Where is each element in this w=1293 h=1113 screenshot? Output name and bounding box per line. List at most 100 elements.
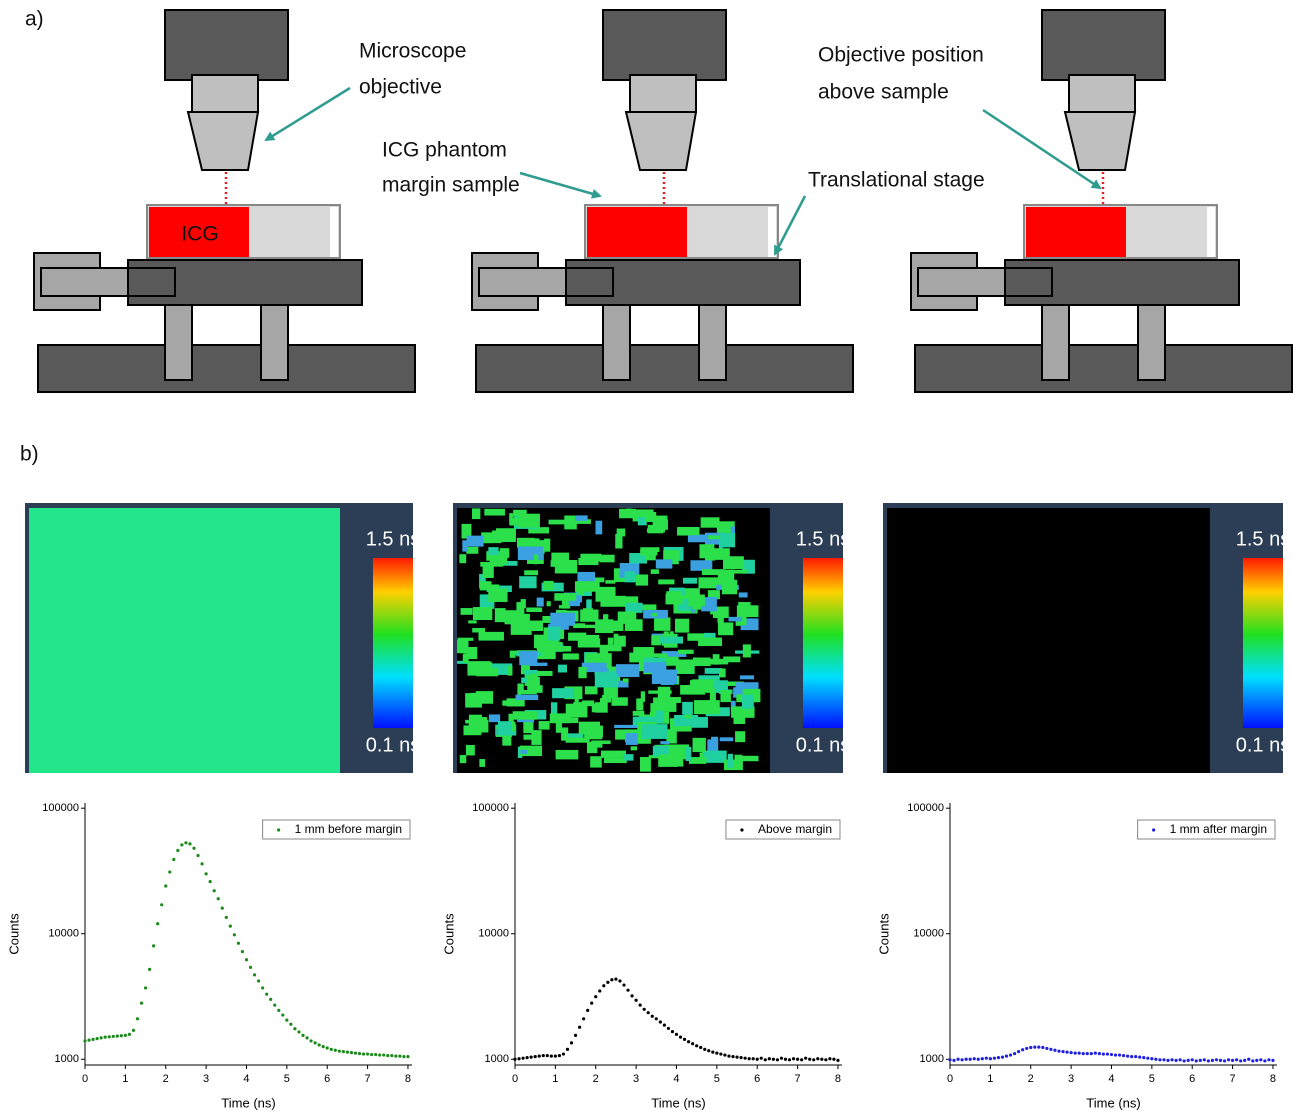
data-point <box>1057 1049 1061 1053</box>
data-point <box>630 994 634 998</box>
setup-diagram <box>471 9 854 393</box>
x-tick-label: 3 <box>1068 1073 1074 1085</box>
data-point <box>537 1054 541 1058</box>
data-point <box>180 843 184 847</box>
data-point <box>984 1056 988 1060</box>
icg-region <box>149 207 249 257</box>
flim-pixel <box>614 724 639 729</box>
actuator-rod <box>917 267 1006 297</box>
objective-body <box>629 74 697 113</box>
data-point <box>1194 1059 1198 1063</box>
flim-pixel <box>736 755 759 762</box>
flim-pixel <box>632 710 645 716</box>
data-point <box>1218 1058 1223 1062</box>
data-point <box>91 1037 95 1041</box>
data-point <box>131 1028 136 1032</box>
flim-pixel <box>643 653 668 658</box>
data-point <box>573 1033 578 1037</box>
data-point <box>804 1056 808 1060</box>
flim-panel: 1.5 ns 0.1 ns <box>883 503 1290 773</box>
flim-pixel <box>574 688 579 703</box>
data-point <box>176 848 180 853</box>
flim-pixel <box>548 519 572 525</box>
data-point <box>1000 1055 1005 1059</box>
flim-pixel <box>507 665 513 676</box>
icg-region <box>587 207 687 257</box>
data-point <box>1154 1057 1158 1061</box>
legend: 1 mm after margin <box>1137 819 1276 840</box>
icg-region <box>1026 207 1126 257</box>
data-point <box>545 1053 549 1058</box>
flim-pixel <box>578 666 587 679</box>
flim-pixel <box>459 554 467 564</box>
data-point <box>577 1025 582 1029</box>
arrow <box>519 171 602 199</box>
flim-pixel <box>478 631 504 641</box>
flim-pixel <box>568 632 587 641</box>
legend: Above margin <box>725 819 841 840</box>
legend-box <box>262 819 411 840</box>
data-point <box>200 862 204 866</box>
annotation: objective <box>359 76 442 99</box>
data-point <box>365 1052 370 1056</box>
flim-pixel <box>742 644 751 658</box>
data-point <box>1198 1058 1202 1062</box>
data-point <box>1146 1056 1150 1060</box>
flim-pixel <box>479 759 486 767</box>
data-point <box>1081 1051 1085 1056</box>
data-point <box>968 1057 972 1061</box>
data-point <box>1214 1058 1219 1062</box>
flim-pixel <box>526 620 544 632</box>
sample-white <box>768 207 776 257</box>
data-point <box>398 1054 402 1058</box>
legend-label: 1 mm after margin <box>1170 822 1267 836</box>
flim-pixel <box>701 569 725 576</box>
data-point <box>374 1052 378 1057</box>
flim-pixel <box>533 554 539 565</box>
flim-pixel <box>714 680 728 693</box>
data-point <box>594 995 598 999</box>
flim-pixel <box>651 612 658 617</box>
data-point <box>614 977 618 981</box>
flim-pixel <box>674 714 698 727</box>
data-point <box>337 1049 341 1053</box>
colorbar-max: 1.5 ns <box>796 528 850 550</box>
data-point <box>1186 1058 1190 1062</box>
data-point <box>123 1033 127 1037</box>
legend-label: 1 mm before margin <box>295 822 402 836</box>
flim-pixel <box>483 537 494 544</box>
flim-pixel <box>521 664 530 675</box>
flim-pixel <box>457 639 469 654</box>
data-point <box>345 1050 350 1054</box>
data-point <box>525 1056 529 1060</box>
flim-pixel <box>466 535 484 547</box>
data-point <box>618 979 622 983</box>
flim-pixel <box>687 633 711 641</box>
x-tick-label: 5 <box>1149 1073 1155 1085</box>
objective-lens <box>624 111 698 171</box>
data-point <box>382 1053 386 1057</box>
flim-pixel <box>707 739 719 755</box>
flim-pixel <box>462 654 469 663</box>
data-point <box>658 1020 662 1024</box>
data-point <box>743 1056 747 1060</box>
data-point <box>711 1050 715 1054</box>
data-point <box>972 1057 976 1061</box>
post <box>1137 302 1166 381</box>
data-point <box>1170 1058 1174 1062</box>
data-point <box>751 1057 755 1061</box>
data-point <box>674 1032 679 1036</box>
data-point <box>212 889 216 893</box>
flim-pixel <box>523 718 534 734</box>
data-point <box>224 915 228 919</box>
y-tick-label: 1000 <box>920 1053 944 1065</box>
flim-panel: 1.5 ns 0.1 ns <box>25 503 420 773</box>
data-point <box>1049 1047 1053 1051</box>
data-point <box>1097 1051 1101 1056</box>
flim-pixel <box>712 548 730 560</box>
arrow <box>773 195 807 256</box>
data-point <box>719 1052 723 1056</box>
flim-pixel <box>599 644 622 652</box>
data-point <box>390 1053 394 1058</box>
data-point <box>188 842 192 846</box>
